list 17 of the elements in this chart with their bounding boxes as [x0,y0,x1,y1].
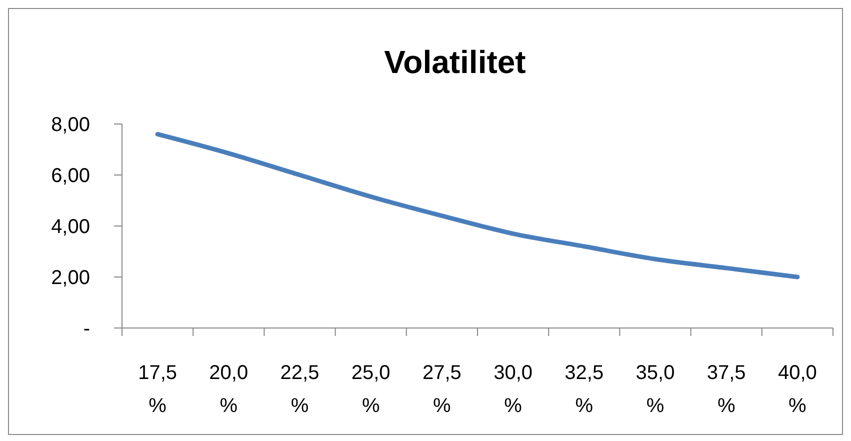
y-tick-label: 2,00 [51,267,90,290]
x-tick-label: 37,5 % [706,362,746,417]
y-tick-label: 4,00 [51,216,90,238]
x-tick-label: 25,0 % [351,362,390,417]
x-tick-label: 27,5 % [422,362,462,417]
x-tick-label: 35,0 % [636,362,675,417]
y-tick-label: - [83,318,90,340]
chart-title: Volatilitet [383,44,527,80]
y-tick-label: 6,00 [51,165,90,188]
x-tick-label: 22,5 % [280,362,320,417]
line-series [155,132,800,280]
x-tick-label: 32,5 % [564,362,604,417]
x-tick-label: 40,0 % [778,362,817,417]
x-tick-label: 30,0 % [494,362,533,417]
x-tick-label: 17,5 % [138,362,178,417]
x-tick-label: 20,0 % [209,362,248,417]
y-tick-label: 8,00 [51,114,90,136]
